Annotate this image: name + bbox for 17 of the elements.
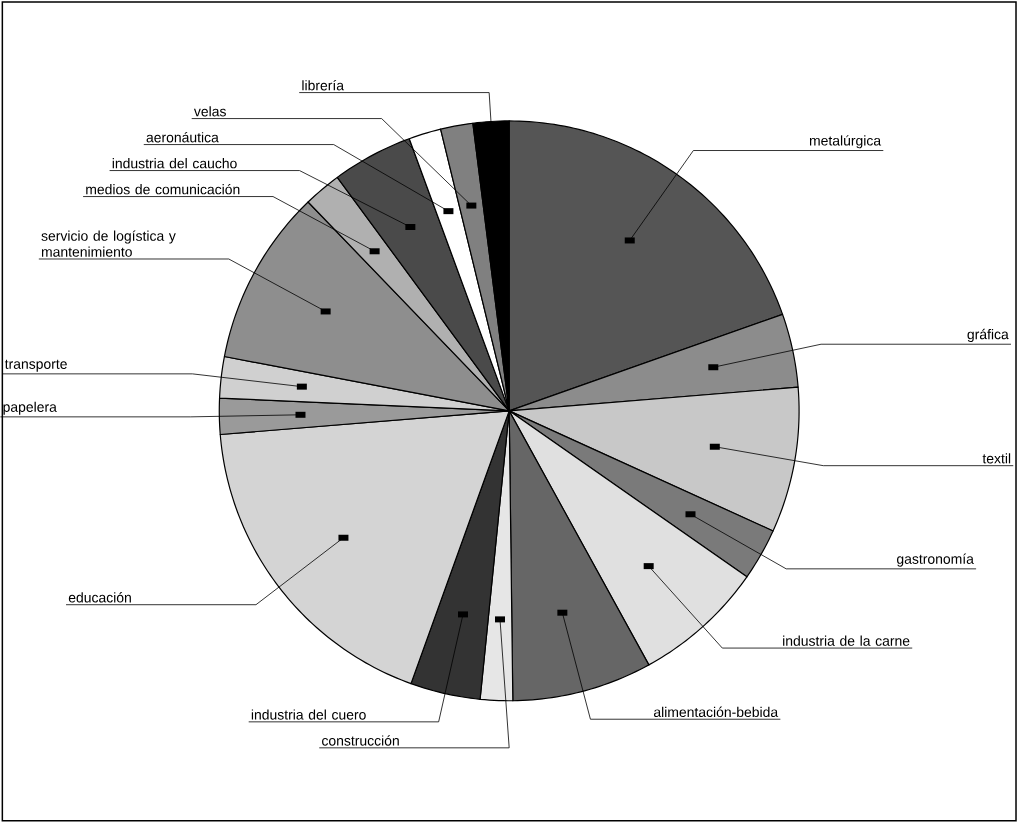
slice-label: metalúrgica	[809, 135, 882, 149]
slice-label: industria de la carne	[783, 635, 910, 647]
slice-label: servicio de logística y mantenimiento	[41, 230, 176, 257]
slice-label: alimentación-bebida	[653, 706, 779, 718]
slice-label: educación	[68, 592, 131, 603]
slice-label: aeronáutica	[146, 132, 219, 143]
slice-label: industria del cuero	[251, 709, 366, 720]
slice-label: industria del caucho	[112, 158, 237, 169]
slice-label: librería	[302, 80, 345, 91]
slice-label: velas	[193, 106, 226, 117]
slice-label: textil	[982, 453, 1011, 464]
slice-label: construcción	[322, 735, 399, 746]
slice-label: transporte	[4, 359, 67, 372]
slice-label: gráfica	[967, 329, 1009, 343]
slice-label: papelera	[3, 401, 57, 415]
slice-label: medios de comunicación	[86, 184, 240, 195]
slice-label: gastronomía	[896, 553, 974, 567]
